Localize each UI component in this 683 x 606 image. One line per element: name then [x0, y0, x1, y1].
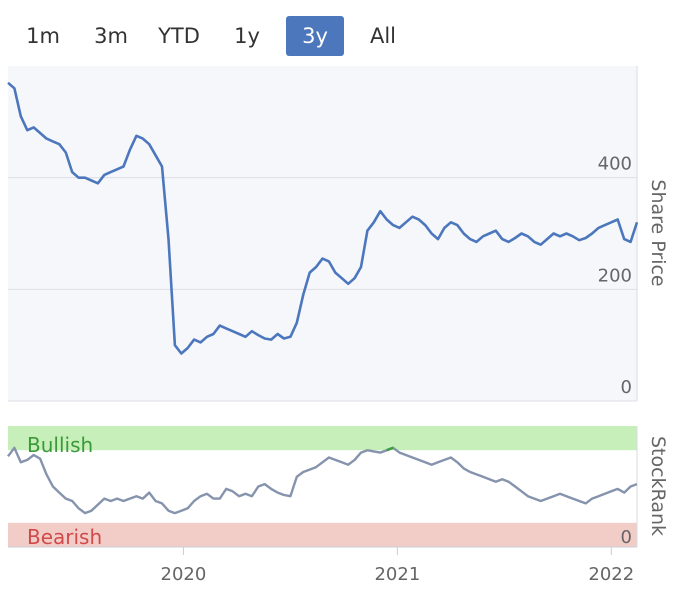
- x-tick-label: 2021: [374, 564, 420, 585]
- range-button-3m[interactable]: 3m: [82, 16, 140, 56]
- price-tick-label: 0: [621, 377, 632, 398]
- bullish-band: [8, 426, 637, 451]
- share-price-axis-title: Share Price: [647, 179, 669, 286]
- price-tick-label: 200: [598, 265, 632, 286]
- range-button-all[interactable]: All: [354, 16, 412, 56]
- x-tick-label: 2020: [161, 564, 207, 585]
- range-selector: 1m 3m YTD 1y 3y All: [14, 16, 412, 56]
- stockrank-line: [7, 446, 638, 515]
- price-panel: 0 200 400 Share Price: [7, 66, 669, 402]
- range-button-1y[interactable]: 1y: [218, 16, 276, 56]
- stockrank-panel: Bullish Bearish 0 StockRank: [7, 426, 669, 549]
- range-button-1m[interactable]: 1m: [14, 16, 72, 56]
- rank-tick-label: 0: [621, 527, 632, 548]
- bullish-label: Bullish: [27, 433, 93, 457]
- x-tick-label: 2022: [588, 564, 634, 585]
- range-button-3y[interactable]: 3y: [286, 16, 344, 56]
- price-plot-background: [8, 66, 637, 401]
- x-axis: 2020 2021 2022: [8, 546, 637, 585]
- stockrank-axis-title: StockRank: [647, 436, 669, 536]
- price-tick-label: 400: [598, 154, 632, 175]
- stockrank-bullish-segment: [386, 446, 394, 452]
- range-button-ytd[interactable]: YTD: [150, 16, 208, 56]
- share-price-line: [7, 81, 639, 355]
- bearish-label: Bearish: [27, 525, 102, 549]
- bearish-band: [8, 522, 637, 547]
